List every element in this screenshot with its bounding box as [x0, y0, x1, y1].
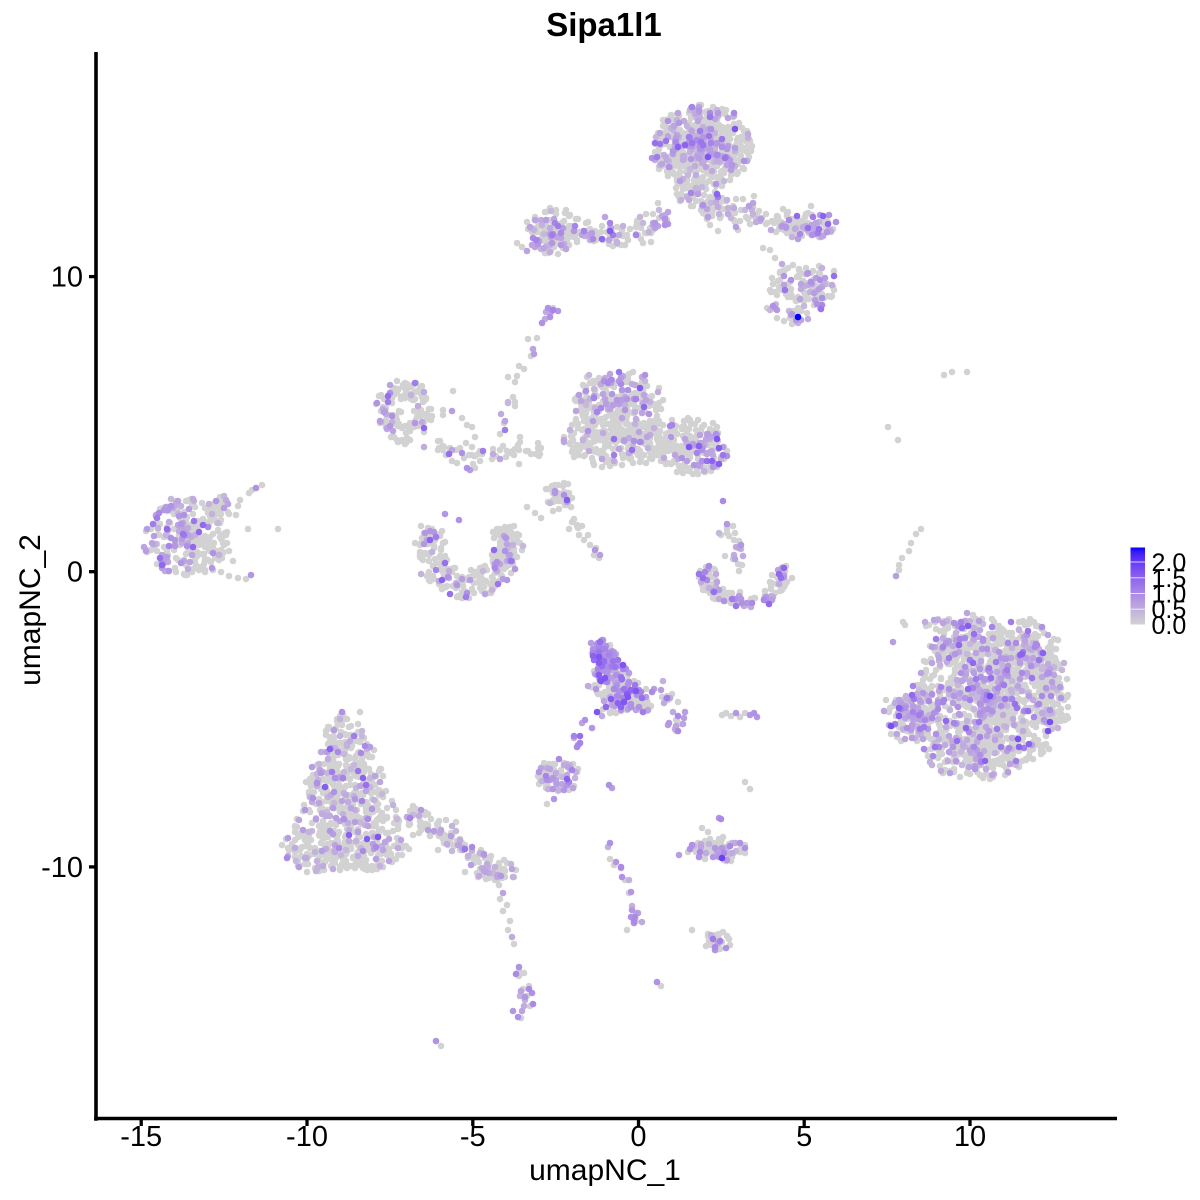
svg-text:0.5: 0.5: [1152, 596, 1187, 624]
svg-text:2.0: 2.0: [1152, 549, 1187, 577]
svg-text:10: 10: [51, 262, 83, 294]
svg-text:-5: -5: [460, 1121, 486, 1153]
svg-text:0: 0: [630, 1121, 646, 1153]
svg-text:10: 10: [954, 1121, 986, 1153]
svg-text:Sipa1l1: Sipa1l1: [546, 6, 662, 43]
svg-text:-10: -10: [286, 1121, 328, 1153]
svg-text:umapNC_1: umapNC_1: [529, 1154, 681, 1187]
svg-text:5: 5: [796, 1121, 812, 1153]
svg-text:1.5: 1.5: [1152, 565, 1187, 593]
svg-text:-15: -15: [120, 1121, 162, 1153]
svg-text:0.0: 0.0: [1152, 612, 1187, 640]
svg-text:umapNC_2: umapNC_2: [14, 534, 47, 686]
svg-text:1.0: 1.0: [1152, 581, 1187, 609]
svg-text:-10: -10: [41, 852, 83, 884]
svg-text:0: 0: [67, 557, 83, 589]
